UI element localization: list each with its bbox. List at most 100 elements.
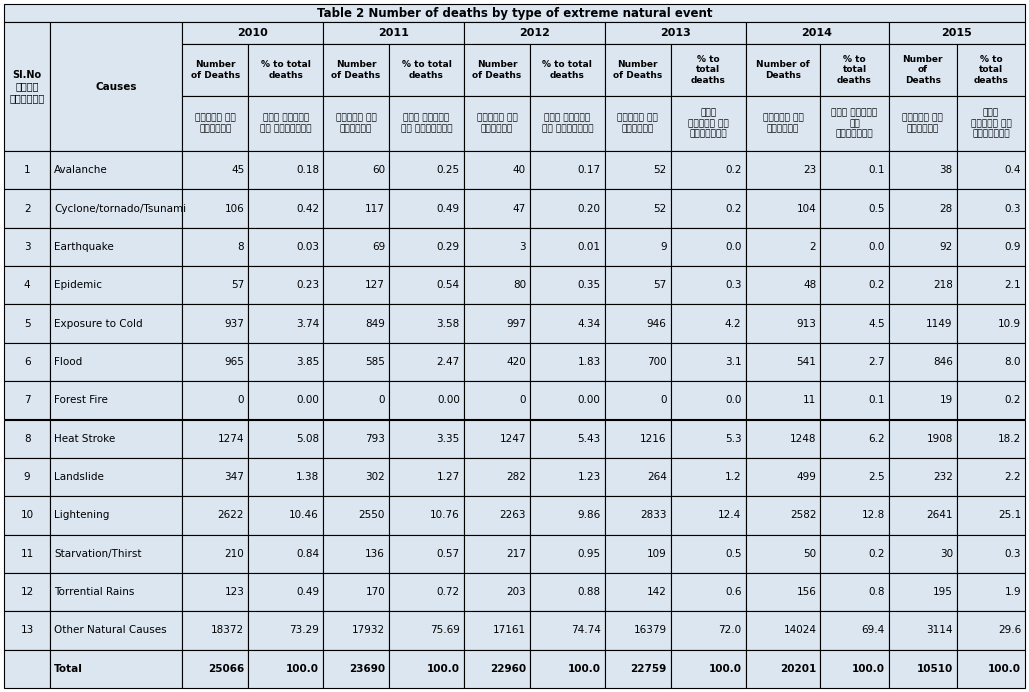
Bar [957,535,1025,573]
Bar [248,343,323,381]
Bar [957,381,1025,419]
Bar [50,228,182,266]
Text: 2010: 2010 [238,28,268,38]
Text: 12.4: 12.4 [718,511,742,520]
Text: % to total
deaths: % to total deaths [401,60,452,80]
Bar [50,496,182,535]
Text: 2: 2 [24,203,31,214]
Text: 11: 11 [21,549,34,558]
Text: 136: 136 [365,549,385,558]
Bar [957,343,1025,381]
Text: 4.34: 4.34 [577,318,601,329]
Bar [820,496,889,535]
Bar [389,573,464,611]
Text: 2833: 2833 [640,511,667,520]
Text: 9: 9 [661,242,667,252]
Bar [464,190,530,228]
Bar [605,22,746,44]
Bar [248,496,323,535]
Text: 0.2: 0.2 [725,165,742,175]
Text: 846: 846 [933,357,953,367]
Bar [182,22,323,44]
Text: 47: 47 [512,203,526,214]
Text: 25066: 25066 [208,664,244,674]
Text: 6.2: 6.2 [867,434,885,444]
Bar [605,496,671,535]
Bar [4,611,50,650]
Text: कुल
मृतों का
प्रतिशत: कुल मृतों का प्रतिशत [970,109,1012,138]
Text: 2641: 2641 [926,511,953,520]
Bar [957,96,1025,151]
Text: 0.0: 0.0 [868,242,885,252]
Text: 117: 117 [365,203,385,214]
Text: 80: 80 [512,280,526,290]
Bar [248,611,323,650]
Text: 100.0: 100.0 [852,664,885,674]
Text: Other Natural Causes: Other Natural Causes [55,626,167,635]
Text: 109: 109 [647,549,667,558]
Bar [820,419,889,458]
Text: 73.29: 73.29 [289,626,319,635]
Text: 0.49: 0.49 [436,203,460,214]
Bar [605,266,671,304]
Bar [50,535,182,573]
Text: 3: 3 [24,242,31,252]
Text: 0: 0 [520,395,526,406]
Text: 22960: 22960 [490,664,526,674]
Text: 40: 40 [512,165,526,175]
Text: 22759: 22759 [631,664,667,674]
Text: 264: 264 [647,472,667,482]
Bar [889,228,957,266]
Bar [671,458,746,496]
Text: 69: 69 [371,242,385,252]
Text: 5.3: 5.3 [724,434,742,444]
Bar [746,381,820,419]
Bar [50,22,182,151]
Bar [464,343,530,381]
Text: मृतों की
संख्या: मृतों की संख्या [762,113,804,133]
Bar [957,44,1025,96]
Text: 2012: 2012 [519,28,549,38]
Bar [182,611,248,650]
Bar [389,151,464,190]
Text: 57: 57 [230,280,244,290]
Bar [746,228,820,266]
Bar [605,190,671,228]
Text: 170: 170 [365,587,385,597]
Text: कुल मृतों
का प्रतिशत: कुल मृतों का प्रतिशत [260,113,312,133]
Bar [957,573,1025,611]
Text: 75.69: 75.69 [430,626,460,635]
Text: 3: 3 [520,242,526,252]
Bar [820,650,889,688]
Bar [389,496,464,535]
Bar [820,611,889,650]
Bar [605,458,671,496]
Bar [605,535,671,573]
Bar [746,419,820,458]
Text: 0.00: 0.00 [437,395,460,406]
Text: 0.88: 0.88 [577,587,601,597]
Text: 0.3: 0.3 [1004,203,1021,214]
Bar [4,381,50,419]
Bar [389,343,464,381]
Text: 347: 347 [224,472,244,482]
Bar [820,96,889,151]
Text: 8: 8 [238,242,244,252]
Bar [820,535,889,573]
Bar [323,304,389,343]
Bar [605,304,671,343]
Bar [323,190,389,228]
Bar [746,304,820,343]
Text: Total: Total [55,664,83,674]
Bar [820,458,889,496]
Bar [671,151,746,190]
Bar [889,44,957,96]
Bar [530,304,605,343]
Bar [182,304,248,343]
Bar [323,573,389,611]
Text: 2582: 2582 [790,511,816,520]
Bar [182,573,248,611]
Text: 4: 4 [24,280,31,290]
Text: 20201: 20201 [780,664,816,674]
Text: 9: 9 [24,472,31,482]
